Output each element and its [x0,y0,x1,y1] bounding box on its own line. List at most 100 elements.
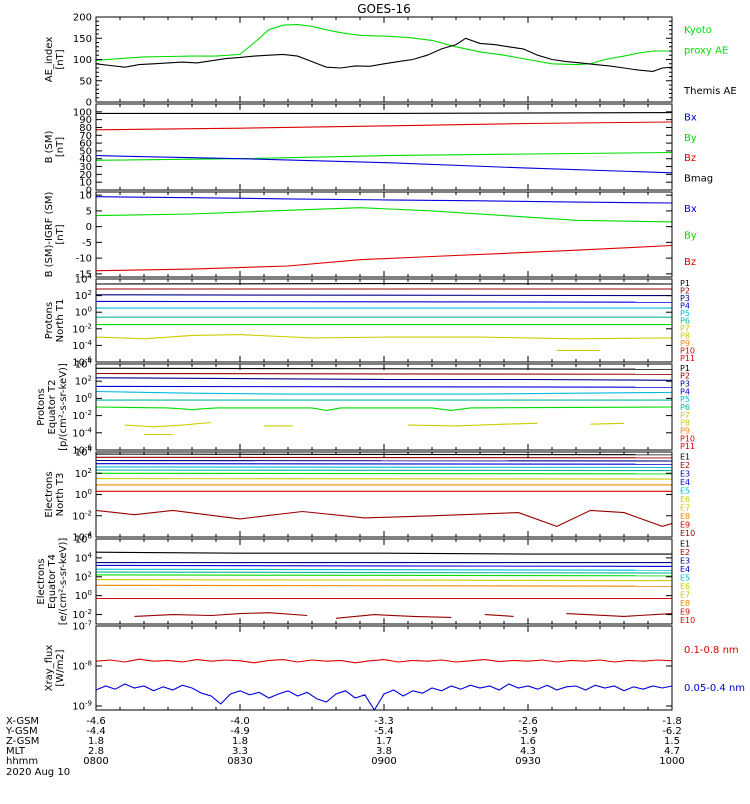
series-line-p5 [96,392,672,395]
panel-frame [96,539,672,624]
series-group [96,197,672,271]
series-group [96,284,672,351]
series-line-bz [96,153,672,161]
y-axis-label: Equator T2 [47,380,58,435]
y-axis-label: [p/(cm²-s-sr-keV)] [58,363,69,451]
series-line-e3 [96,565,672,566]
y-tick-label: 10-2 [72,509,92,522]
y-axis-label: Protons [36,388,47,425]
series-line-e4 [96,464,672,465]
panel-frame [96,192,672,277]
series-line-by [96,208,672,222]
legend-entry: 0.05-0.4 nm [684,683,745,694]
y-tick-label: 150 [73,34,92,45]
series-line-e6 [96,575,672,576]
series-line-kyoto-proxy-ae [96,25,672,65]
series-line-e1 [96,552,672,554]
series-line-e6 [96,470,672,471]
y-tick-label: 10-8 [72,660,92,673]
legend-entry: Bx [684,204,697,215]
y-tick-label: -10 [76,254,92,265]
y-tick-label: 104 [75,551,93,564]
series-line-bx [96,156,672,173]
footer-value-hhmm: 0830 [227,756,252,767]
y-axis-label: Electrons [36,558,47,604]
legend-entry: P11 [680,354,695,363]
series-group [96,552,672,618]
series-line-0-1-0-8-nm [96,659,672,663]
series-line-e10c [485,615,514,617]
series-line-p3 [96,378,672,381]
y-tick-label: 0 [86,222,92,233]
series-line-p4 [96,386,672,387]
y-tick-label: 104 [75,273,93,286]
footer-value-hhmm: 0800 [83,756,108,767]
y-tick-label: 10 [79,191,92,202]
y-tick-label: 104 [75,446,93,459]
series-line-e10-low [96,510,720,526]
series-group [96,113,672,173]
series-line-p4 [96,301,672,302]
y-tick-label: 106 [75,533,93,546]
series-line-e8 [96,479,672,480]
panel-frame [96,626,672,710]
y-tick-label: 200 [73,13,92,24]
footer-value-hhmm: 0900 [371,756,396,767]
series-line-p8a [125,423,211,427]
y-axis-label: Electrons [44,471,55,517]
y-axis-label: [nT] [55,224,66,244]
y-tick-label: 100 [75,306,92,319]
y-axis-label: Protons [44,302,55,339]
panel-frame [96,279,672,362]
y-tick-label: 10-2 [72,322,92,335]
series-line-p8c [408,423,538,426]
y-tick-label: 100 [75,589,92,602]
y-tick-label: 100 [75,392,92,405]
chart-title: GOES-16 [357,2,411,16]
y-tick-label: 100 [73,107,92,118]
series-line-e10d [566,614,672,617]
legend-entry: 0.1-0.8 nm [684,645,739,656]
y-axis-label: B (SM)-IGRF (SM) [44,192,55,278]
y-tick-label: 10-4 [72,339,92,352]
y-tick-label: 10-4 [72,426,92,439]
y-axis-label: B (SM) [44,130,55,163]
legend-entry: Kyoto [684,25,712,36]
y-tick-label: 102 [75,289,92,302]
series-group [96,454,720,526]
legend-entry: Bmag [684,174,713,185]
y-tick-label: 100 [73,55,92,66]
panel-frame [96,17,672,102]
legend-entry: Themis AE [683,86,737,97]
footer-value-hhmm: 0930 [515,756,540,767]
y-axis-label: North T3 [55,473,66,517]
series-line-e7 [96,473,672,474]
series-line-p3 [96,295,672,296]
legend-entry: Bx [684,112,697,123]
y-axis-label: Xray_flux [44,645,55,692]
y-axis-label: [e/(cm²-s-sr-keV)] [58,538,69,626]
y-tick-label: 104 [75,358,93,371]
series-line-p8d [590,423,624,424]
y-tick-label: 100 [75,488,92,501]
series-line-e7 [96,580,672,581]
legend-entry: By [684,133,697,144]
legend-entry: Bz [684,257,696,268]
y-axis-label: [nT] [55,49,66,69]
panel-frame [96,104,672,190]
y-axis-label: Equator T4 [47,554,58,609]
series-line-e10a [134,613,307,617]
series-line-e5 [96,467,672,468]
y-axis-label: [nT] [55,137,66,157]
